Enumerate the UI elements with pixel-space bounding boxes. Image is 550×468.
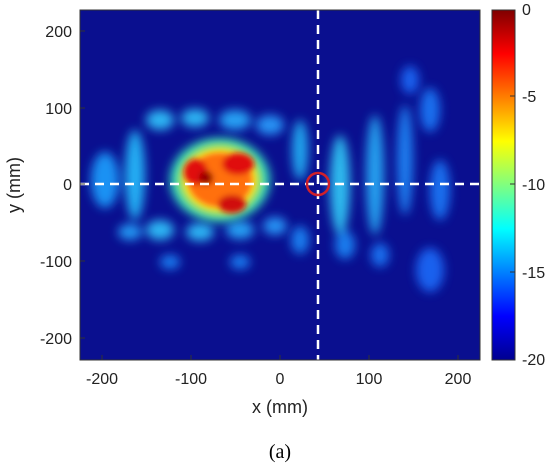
side-lobe-left: [91, 152, 119, 208]
x-tick-label: 200: [445, 371, 472, 388]
right-band-9: [371, 243, 389, 267]
colorbar: [491, 9, 516, 361]
x-tick-label: -100: [175, 371, 207, 388]
figure-caption: (a): [269, 441, 291, 463]
field-pattern: [91, 66, 450, 292]
x-tick-label: -200: [86, 371, 118, 388]
x-axis-label: x (mm): [252, 397, 308, 417]
colorbar-tick-label: -20: [522, 352, 545, 369]
side-lobe-top-1: [146, 110, 174, 130]
right-band-4: [397, 105, 413, 215]
x-tick-label: 0: [276, 371, 285, 388]
right-band-7: [416, 248, 444, 292]
y-tick-label: -200: [40, 331, 72, 348]
right-band-8: [335, 231, 355, 259]
right-band-5: [420, 88, 440, 132]
y-tick-label: 100: [45, 101, 72, 118]
side-lobe-bottom-4: [263, 217, 287, 235]
colorbar-tick-label: -5: [522, 89, 536, 106]
side-lobe-top-2: [181, 109, 209, 127]
side-lobe-bottom-7: [230, 255, 250, 269]
side-lobe-bottom-6: [160, 255, 180, 269]
hotspot-3: [218, 195, 246, 213]
y-tick-label: 0: [63, 177, 72, 194]
colorbar-tick-label: -15: [522, 265, 545, 282]
right-band-11: [401, 66, 419, 94]
right-band-10: [291, 226, 309, 254]
right-band-1: [292, 120, 308, 180]
side-lobe-top-4: [256, 115, 284, 135]
hotspot-2: [222, 153, 254, 175]
y-axis-label: y (mm): [4, 157, 24, 213]
right-band-3: [366, 115, 384, 235]
y-tick-label: 200: [45, 24, 72, 41]
colorbar-tick-label: 0: [522, 2, 531, 19]
side-lobe-bottom-1: [146, 220, 174, 240]
target-marker: [305, 171, 331, 197]
side-lobe-top-3: [219, 110, 251, 130]
side-lobe-left-2: [125, 130, 145, 220]
side-lobe-bottom-5: [118, 224, 142, 240]
x-tick-label: 100: [356, 371, 383, 388]
x-ticks: [101, 355, 459, 360]
y-tick-label: -100: [40, 254, 72, 271]
right-band-6: [430, 160, 450, 220]
y-ticks: [80, 30, 85, 339]
side-lobe-bottom-3: [226, 221, 254, 239]
colorbar-tick-label: -10: [522, 177, 545, 194]
side-lobe-bottom-2: [186, 223, 214, 241]
hotspot-core: [199, 171, 213, 185]
colorbar-ticks: [510, 95, 515, 273]
